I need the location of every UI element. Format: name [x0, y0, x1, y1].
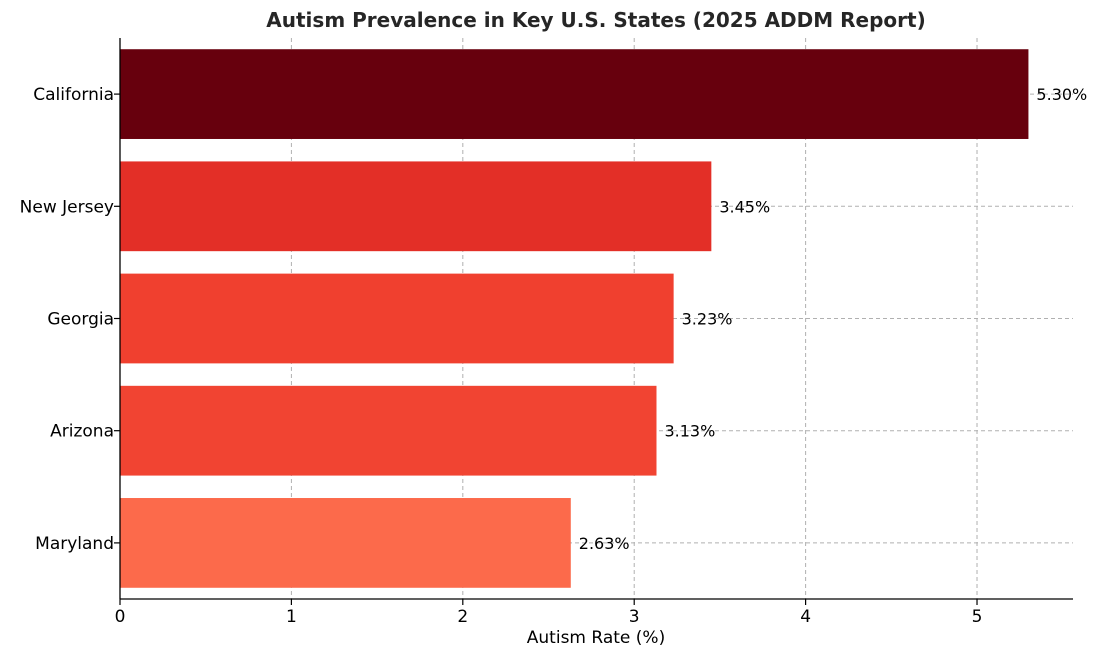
data-label: 2.63% [579, 534, 630, 553]
bar-california [120, 49, 1029, 139]
y-tick-label: Maryland [35, 534, 114, 554]
bar-georgia [120, 273, 674, 364]
bar-arizona [120, 385, 657, 476]
x-tick-label: 3 [629, 607, 640, 627]
x-tick-label: 2 [457, 607, 468, 627]
bar-maryland [120, 498, 571, 588]
x-tick-label: 1 [286, 607, 297, 627]
y-tick-label: Arizona [50, 422, 114, 442]
data-label: 3.13% [664, 422, 715, 441]
x-axis-title: Autism Rate (%) [527, 628, 665, 648]
bar-new-jersey [120, 161, 712, 252]
chart-title: Autism Prevalence in Key U.S. States (20… [266, 8, 925, 32]
y-tick-label: New Jersey [20, 197, 114, 217]
bars [120, 49, 1029, 588]
x-tick-label: 0 [115, 607, 126, 627]
data-labels: 5.30% 3.45% 3.23% 3.13% 2.63% [579, 85, 1087, 553]
data-label: 3.45% [719, 197, 770, 216]
y-tick-label: California [33, 85, 114, 105]
x-ticks: 0 1 2 3 4 5 [115, 599, 983, 627]
x-tick-label: 4 [800, 607, 811, 627]
y-tick-label: Georgia [47, 310, 114, 330]
x-tick-label: 5 [972, 607, 983, 627]
data-label: 3.23% [682, 310, 733, 329]
data-label: 5.30% [1036, 85, 1087, 104]
y-tick-labels: California New Jersey Georgia Arizona Maryla… [20, 85, 120, 554]
